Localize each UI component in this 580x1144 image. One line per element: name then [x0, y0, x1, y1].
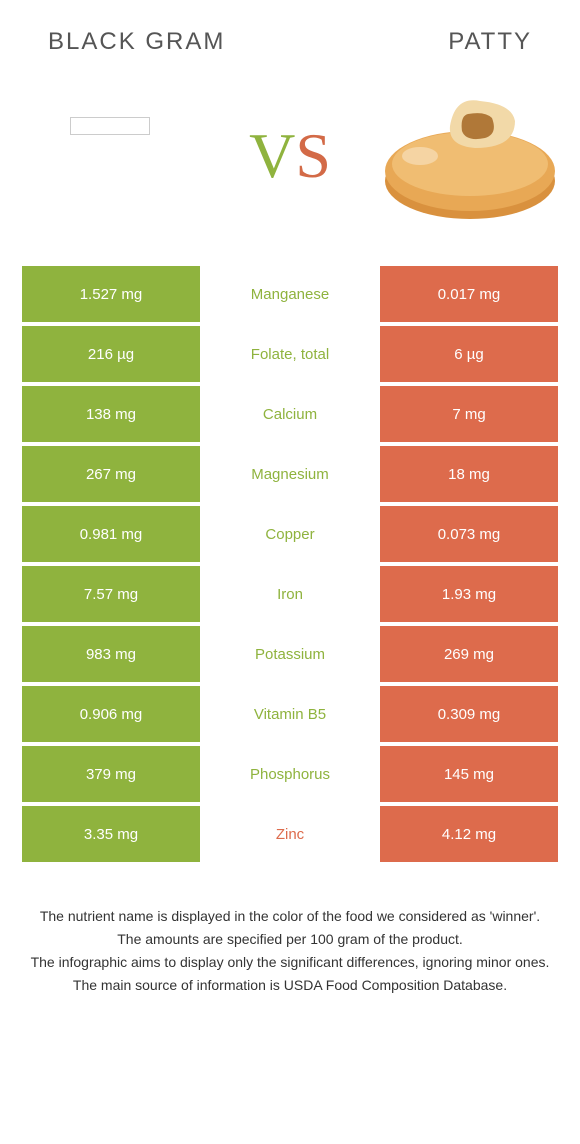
- right-value-cell: 269 mg: [380, 626, 558, 682]
- nutrient-label-cell: Manganese: [200, 266, 380, 322]
- nutrient-label-cell: Calcium: [200, 386, 380, 442]
- images-row: VS: [0, 66, 580, 266]
- nutrient-label-cell: Vitamin B5: [200, 686, 380, 742]
- nutrient-label-cell: Copper: [200, 506, 380, 562]
- right-value-cell: 0.017 mg: [380, 266, 558, 322]
- left-food-title: BLACK GRAM: [48, 28, 225, 56]
- right-value-cell: 6 µg: [380, 326, 558, 382]
- table-row: 379 mgPhosphorus145 mg: [22, 746, 558, 802]
- left-value-cell: 0.981 mg: [22, 506, 200, 562]
- nutrient-label-cell: Magnesium: [200, 446, 380, 502]
- left-value-cell: 983 mg: [22, 626, 200, 682]
- left-food-image: [20, 81, 200, 231]
- nutrient-label-cell: Folate, total: [200, 326, 380, 382]
- table-row: 138 mgCalcium7 mg: [22, 386, 558, 442]
- right-food-image: [380, 81, 560, 231]
- right-value-cell: 145 mg: [380, 746, 558, 802]
- footer-line-2: The amounts are specified per 100 gram o…: [30, 929, 550, 950]
- left-value-cell: 267 mg: [22, 446, 200, 502]
- patty-icon: [380, 86, 560, 226]
- left-value-cell: 1.527 mg: [22, 266, 200, 322]
- table-row: 3.35 mgZinc4.12 mg: [22, 806, 558, 862]
- right-value-cell: 18 mg: [380, 446, 558, 502]
- right-value-cell: 4.12 mg: [380, 806, 558, 862]
- vs-v: V: [249, 120, 295, 191]
- left-value-cell: 216 µg: [22, 326, 200, 382]
- header: BLACK GRAM PATTY: [0, 0, 580, 66]
- table-row: 216 µgFolate, total6 µg: [22, 326, 558, 382]
- table-row: 1.527 mgManganese0.017 mg: [22, 266, 558, 322]
- right-value-cell: 0.309 mg: [380, 686, 558, 742]
- vs-s: S: [295, 120, 331, 191]
- image-placeholder-icon: [70, 117, 150, 135]
- nutrient-label-cell: Phosphorus: [200, 746, 380, 802]
- footer-line-4: The main source of information is USDA F…: [30, 975, 550, 996]
- left-value-cell: 7.57 mg: [22, 566, 200, 622]
- footer-notes: The nutrient name is displayed in the co…: [0, 866, 580, 1018]
- table-row: 0.906 mgVitamin B50.309 mg: [22, 686, 558, 742]
- nutrient-table: 1.527 mgManganese0.017 mg216 µgFolate, t…: [22, 266, 558, 862]
- left-value-cell: 3.35 mg: [22, 806, 200, 862]
- table-row: 7.57 mgIron1.93 mg: [22, 566, 558, 622]
- vs-label: VS: [249, 119, 331, 193]
- right-value-cell: 7 mg: [380, 386, 558, 442]
- nutrient-label-cell: Iron: [200, 566, 380, 622]
- table-row: 0.981 mgCopper0.073 mg: [22, 506, 558, 562]
- table-row: 267 mgMagnesium18 mg: [22, 446, 558, 502]
- left-value-cell: 0.906 mg: [22, 686, 200, 742]
- left-value-cell: 138 mg: [22, 386, 200, 442]
- right-food-title: PATTY: [448, 28, 532, 56]
- right-value-cell: 0.073 mg: [380, 506, 558, 562]
- nutrient-label-cell: Zinc: [200, 806, 380, 862]
- nutrient-label-cell: Potassium: [200, 626, 380, 682]
- left-value-cell: 379 mg: [22, 746, 200, 802]
- right-value-cell: 1.93 mg: [380, 566, 558, 622]
- footer-line-3: The infographic aims to display only the…: [30, 952, 550, 973]
- table-row: 983 mgPotassium269 mg: [22, 626, 558, 682]
- footer-line-1: The nutrient name is displayed in the co…: [30, 906, 550, 927]
